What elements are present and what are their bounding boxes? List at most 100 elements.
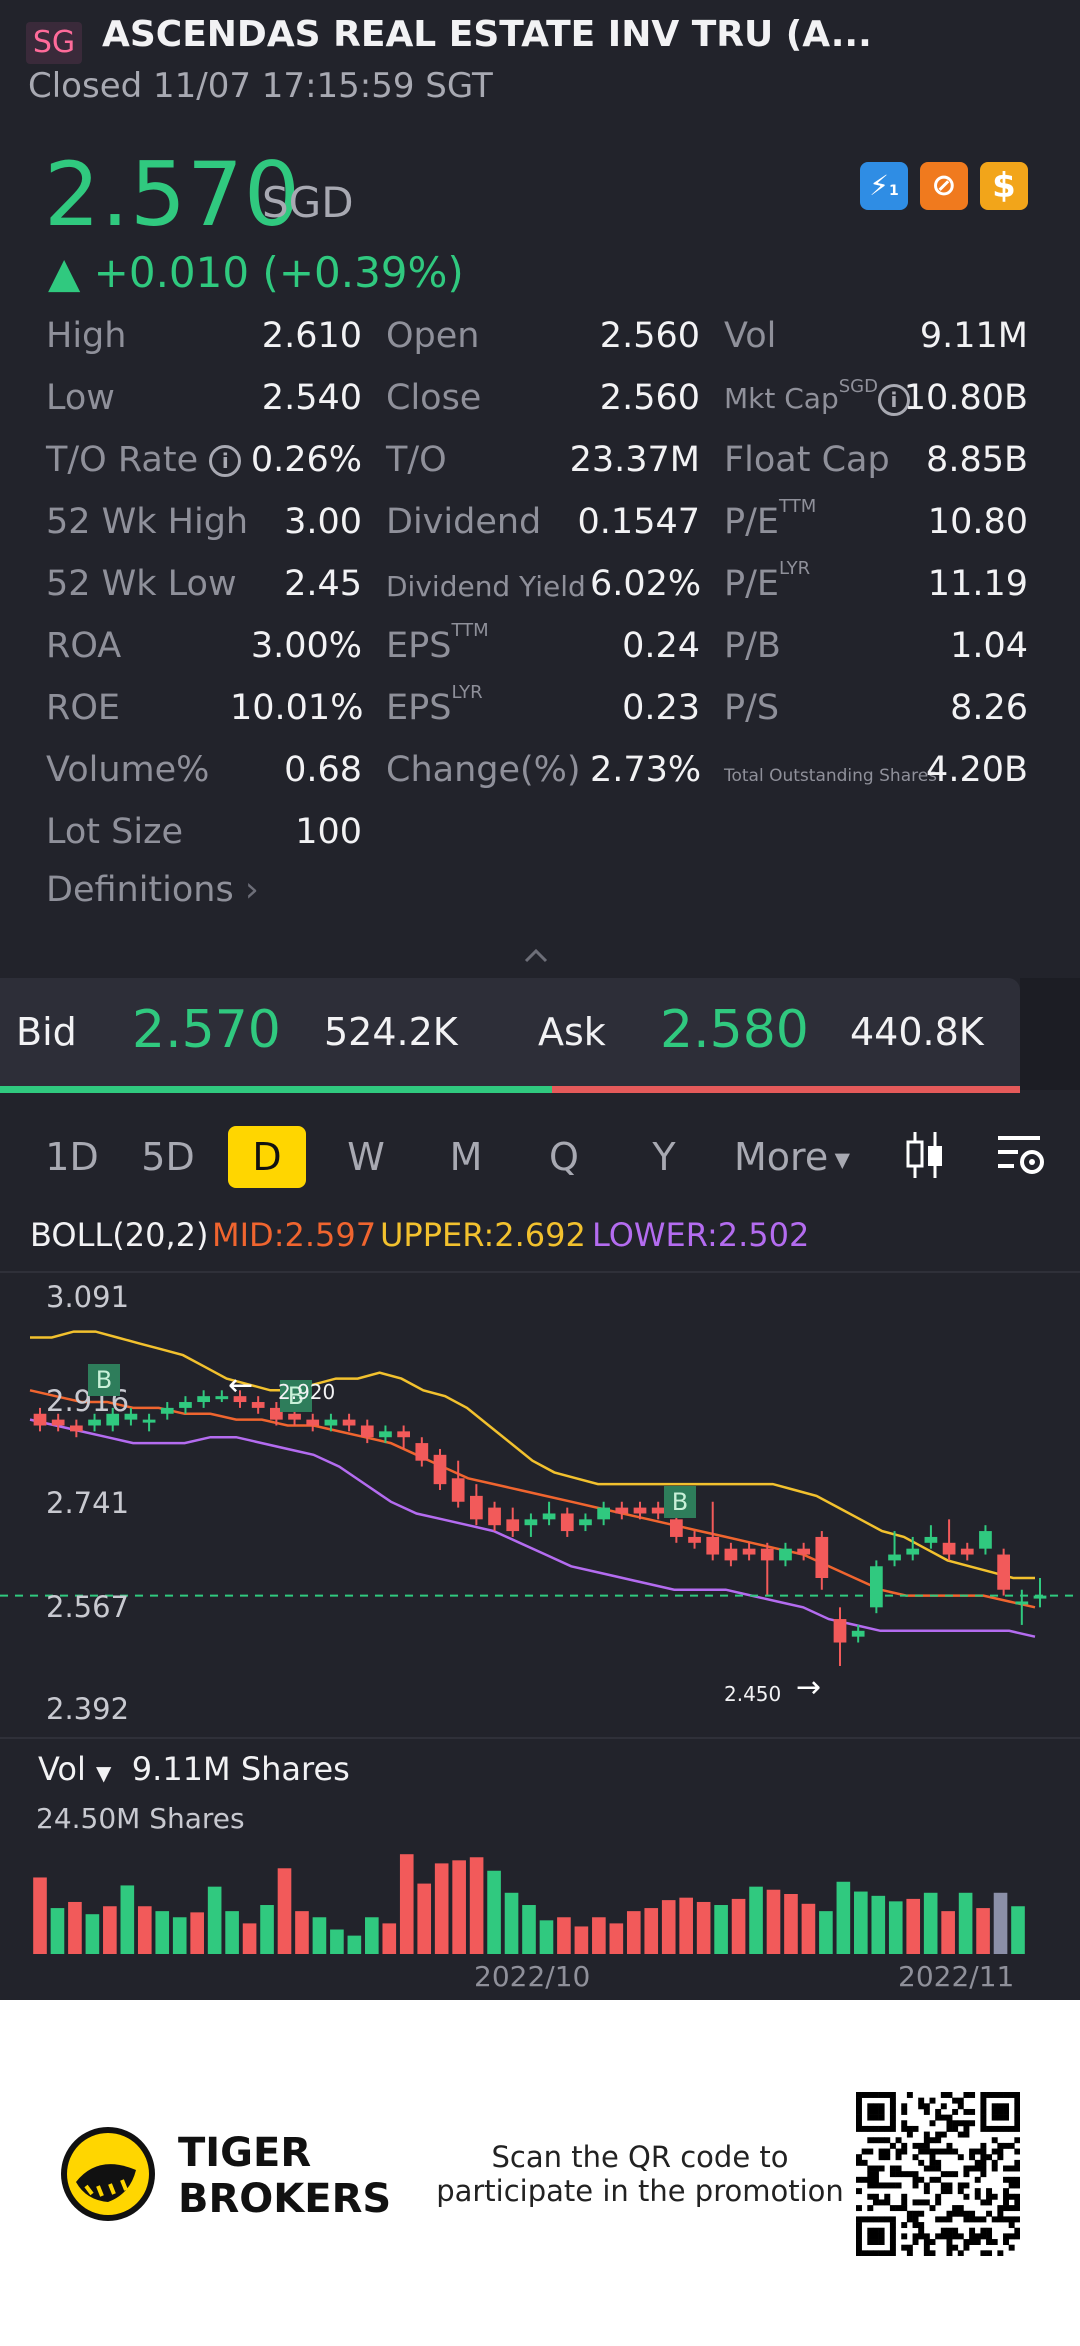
right-arrow-icon: → <box>796 1670 822 1705</box>
collapse-chevron-icon[interactable] <box>524 944 548 968</box>
tab-m[interactable]: M <box>449 1135 483 1179</box>
candlestick-chart[interactable] <box>0 1270 1080 1740</box>
boll-upper: UPPER:2.692 <box>380 1216 586 1254</box>
stat-pb-value: 1.04 <box>950 626 1028 666</box>
info-icon[interactable]: i <box>209 445 242 477</box>
flash-one-icon[interactable]: ⚡1 <box>860 162 908 210</box>
candle <box>470 1484 483 1526</box>
y-tick: 2.392 <box>46 1692 130 1726</box>
volume-bar <box>68 1901 82 1954</box>
candle <box>160 1402 174 1420</box>
volume-bar <box>958 1892 973 1954</box>
volume-bar <box>487 1870 501 1954</box>
volume-bar <box>103 1906 117 1954</box>
candle <box>979 1525 992 1555</box>
chart-settings-icon[interactable] <box>996 1132 1048 1178</box>
definitions-link[interactable]: Definitions › <box>46 870 259 910</box>
stat-eps-ttm-value: 0.24 <box>622 626 700 666</box>
candle <box>851 1624 865 1643</box>
candle-body <box>488 1507 501 1526</box>
candle <box>779 1542 792 1567</box>
candle-body <box>815 1536 829 1578</box>
volume-bar <box>242 1923 257 1954</box>
qr-code-icon[interactable] <box>856 2092 1020 2256</box>
candlestick-type-icon[interactable] <box>904 1128 946 1182</box>
candle-body <box>960 1548 974 1555</box>
candle <box>906 1536 920 1561</box>
candle-body <box>197 1396 210 1403</box>
bid-ask-side <box>1020 978 1080 1090</box>
candle <box>597 1501 610 1526</box>
candle-body <box>906 1548 920 1555</box>
candle <box>651 1501 665 1520</box>
brand-name: TIGER BROKERS <box>178 2130 392 2222</box>
tab-w[interactable]: W <box>347 1135 385 1179</box>
dollar-icon[interactable]: $ <box>980 162 1028 210</box>
tab-q[interactable]: Q <box>549 1135 579 1179</box>
stat-vol-label: Vol <box>724 316 777 356</box>
y-tick: 2.741 <box>46 1486 130 1520</box>
candle-body <box>51 1419 65 1426</box>
candle <box>415 1437 429 1467</box>
volume-bar <box>382 1923 397 1954</box>
candle <box>524 1513 538 1537</box>
volume-bar <box>469 1857 484 1954</box>
stats-grid: High 2.610 Open 2.560 Vol 9.11M Low 2.54… <box>0 310 1080 870</box>
volume-bar <box>609 1923 624 1954</box>
stat-52wk-high-label: 52 Wk High <box>46 502 249 542</box>
candle <box>542 1501 556 1526</box>
candle-body <box>342 1419 356 1426</box>
stat-float-cap-value: 8.85B <box>926 440 1028 480</box>
no-reset-icon[interactable]: ⊘ <box>920 162 968 210</box>
stat-roe-label: ROE <box>46 688 120 728</box>
tab-y[interactable]: Y <box>652 1135 676 1179</box>
ask-label: Ask <box>538 1010 606 1054</box>
candle <box>306 1413 320 1432</box>
stat-pb-label: P/B <box>724 626 781 666</box>
volume-bar <box>172 1917 187 1954</box>
tab-more[interactable]: More ▼ <box>734 1135 850 1179</box>
volume-chart[interactable] <box>0 1790 1080 1954</box>
volume-bar <box>365 1917 379 1954</box>
y-tick: 3.091 <box>46 1280 130 1314</box>
stat-mktcap-value: 10.80B <box>903 378 1028 418</box>
bid-ask-panel: Bid 2.570 524.2K Ask 2.580 440.8K <box>0 978 1020 1090</box>
info-icon[interactable]: i <box>877 384 910 416</box>
buy-marker[interactable]: B <box>88 1364 120 1396</box>
left-arrow-icon: ← <box>228 1368 254 1403</box>
tab-1d[interactable]: 1D <box>45 1135 99 1179</box>
candle <box>88 1413 101 1432</box>
volume-bar <box>312 1917 327 1954</box>
candle-body <box>833 1619 847 1643</box>
volume-bar <box>976 1908 990 1954</box>
candle <box>870 1560 883 1614</box>
volume-bar <box>522 1905 536 1954</box>
candle <box>270 1402 283 1426</box>
stat-vol-value: 9.11M <box>919 316 1028 356</box>
boll-lower-line <box>29 1418 1036 1638</box>
tab-d[interactable]: D <box>228 1126 306 1188</box>
volume-bar <box>417 1883 432 1954</box>
boll-lower: LOWER:2.502 <box>592 1216 810 1254</box>
tab-5d[interactable]: 5D <box>141 1135 195 1179</box>
stock-title[interactable]: ASCENDAS REAL ESTATE INV TRU (A... <box>102 14 872 55</box>
candle <box>360 1419 374 1444</box>
ask-size: 440.8K <box>850 1010 984 1054</box>
candle-body <box>451 1478 465 1502</box>
volume-bar <box>679 1897 693 1954</box>
stat-change-pct-value: 2.73% <box>590 750 702 790</box>
bid-label: Bid <box>16 1010 77 1054</box>
volume-title[interactable]: Vol ▼ 9.11M Shares <box>38 1750 350 1788</box>
candle-body <box>870 1566 883 1608</box>
candle-body <box>851 1630 865 1637</box>
stat-ps-label: P/S <box>724 688 780 728</box>
volume-bar <box>137 1906 152 1954</box>
candle-body <box>251 1402 265 1408</box>
volume-bar <box>749 1886 763 1954</box>
currency-label: SGD <box>262 178 354 227</box>
buy-marker[interactable]: B <box>280 1380 312 1412</box>
candle <box>106 1407 120 1432</box>
buy-marker[interactable]: B <box>664 1486 696 1518</box>
candle-body <box>560 1513 574 1532</box>
stat-close-value: 2.560 <box>599 378 700 418</box>
